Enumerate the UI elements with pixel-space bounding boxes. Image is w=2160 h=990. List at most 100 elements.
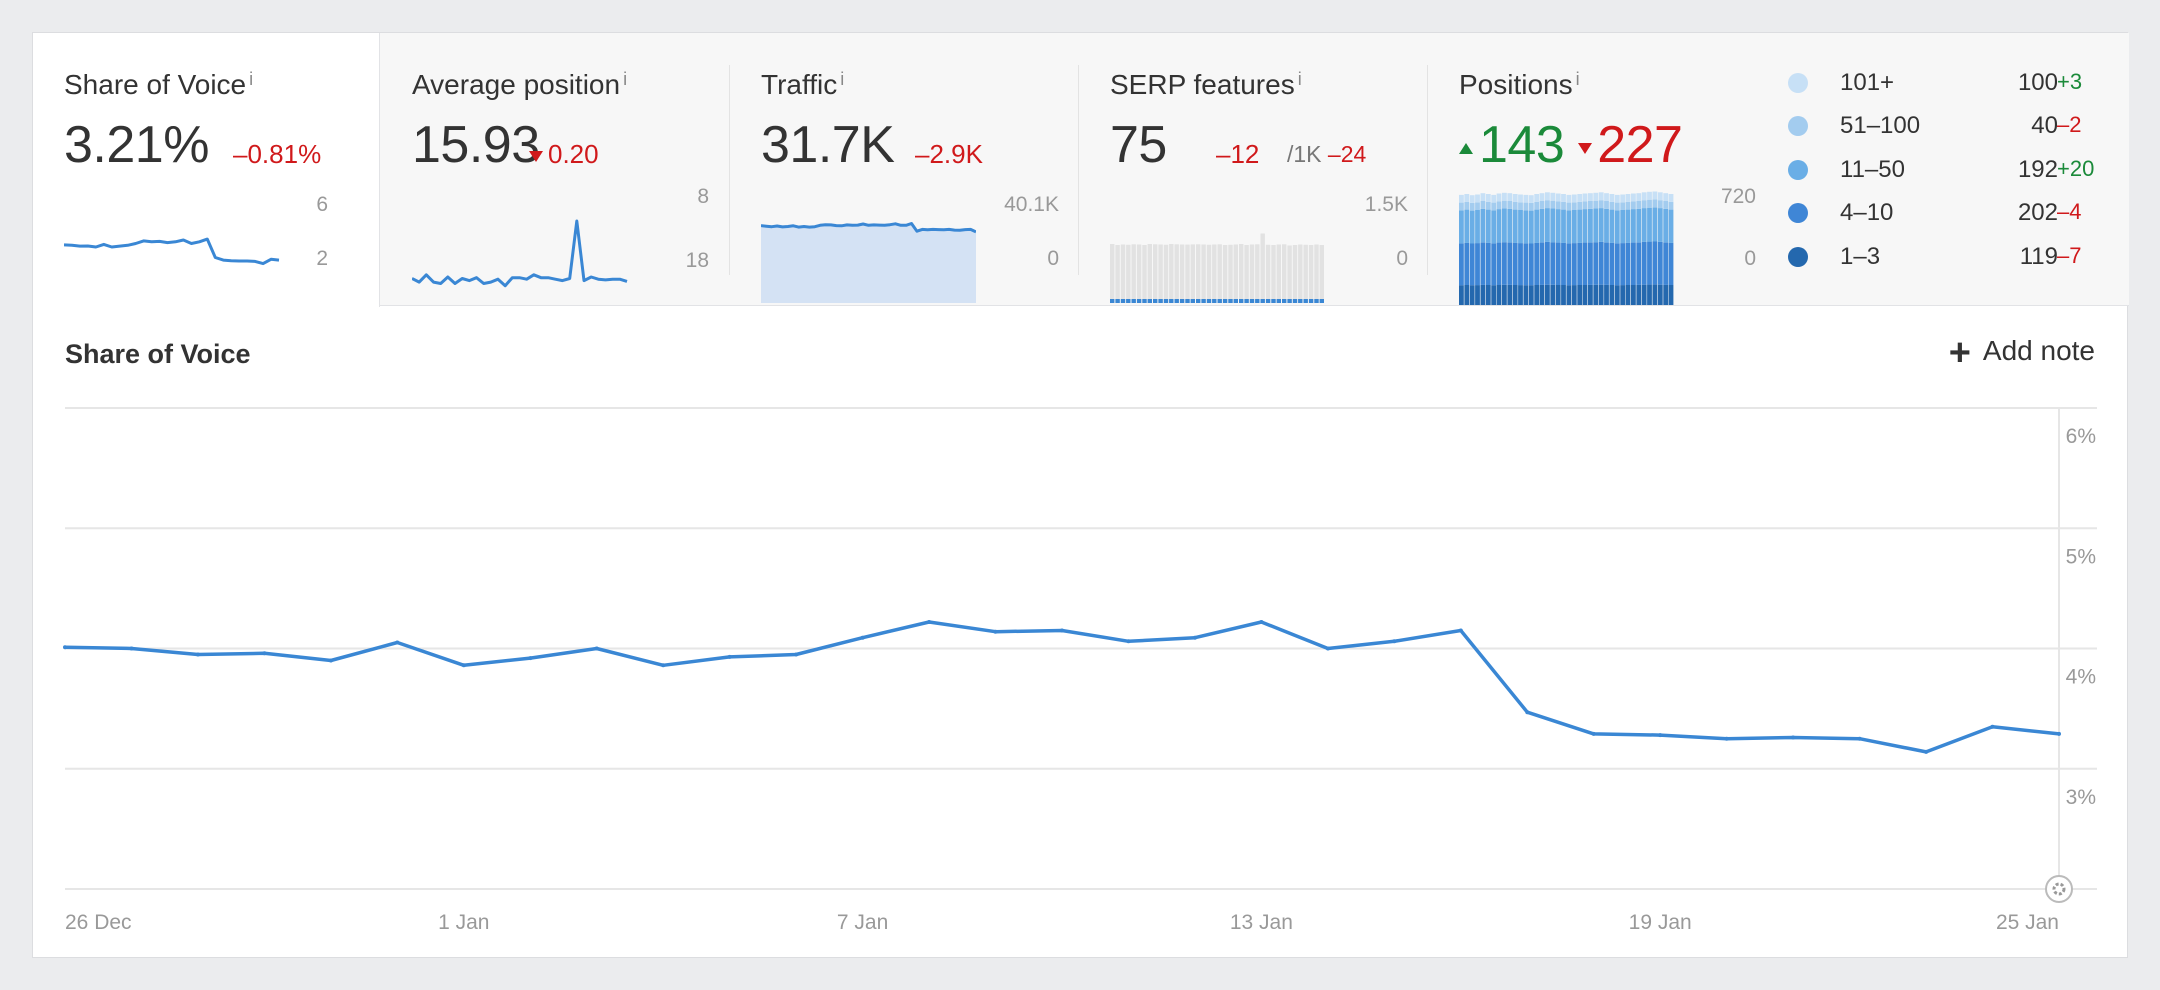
y-tick-label: 5% xyxy=(2066,545,2096,568)
positions-bar-segment xyxy=(1480,284,1486,305)
positions-bar-segment xyxy=(1631,209,1636,243)
positions-bar-segment xyxy=(1636,193,1642,201)
data-point xyxy=(63,645,67,650)
positions-bar-segment xyxy=(1480,201,1486,209)
positions-bar-segment xyxy=(1636,201,1642,209)
positions-bar-segment xyxy=(1469,202,1475,211)
positions-bar-segment xyxy=(1534,285,1540,305)
axis-bottom-label: 2 xyxy=(316,247,328,270)
serp-bar xyxy=(1255,244,1260,303)
positions-bar-segment xyxy=(1588,284,1593,305)
positions-bar-segment xyxy=(1609,242,1615,285)
data-point xyxy=(1392,639,1397,644)
serp-feature-bar xyxy=(1303,299,1308,303)
positions-bar-segment xyxy=(1507,201,1513,209)
metric-value: 3.21% xyxy=(64,116,209,174)
positions-bar-segment xyxy=(1555,193,1561,202)
positions-bar-segment xyxy=(1512,285,1518,305)
positions-bar-segment xyxy=(1502,284,1507,305)
serp-bar xyxy=(1115,245,1120,303)
info-icon[interactable]: i xyxy=(840,69,845,89)
positions-bar-segment xyxy=(1631,242,1636,285)
metric-value: 31.7K xyxy=(761,116,895,174)
positions-bar-segment xyxy=(1641,241,1647,285)
serp-feature-bar xyxy=(1212,299,1217,303)
add-note-button[interactable]: + Add note xyxy=(1949,334,2095,372)
legend-dot xyxy=(1788,73,1808,93)
metric-value: 75 xyxy=(1110,116,1167,174)
legend-delta: +3 xyxy=(2057,69,2083,94)
x-tick-label: 19 Jan xyxy=(1629,911,1692,934)
metric-card-positions[interactable]: Positions i 143 227 720 0 xyxy=(1428,33,1776,306)
positions-bar-segment xyxy=(1582,284,1588,305)
info-icon[interactable]: i xyxy=(249,69,254,89)
serp-feature-bar xyxy=(1190,299,1195,303)
positions-bar-segment xyxy=(1657,208,1663,242)
metric-card-serp-features[interactable]: SERP features i 75 –12 /1K –24 1.5K 0 xyxy=(1079,33,1427,306)
serp-feature-bar xyxy=(1282,299,1287,303)
divider xyxy=(1078,65,1079,275)
metric-title-text: Traffic xyxy=(761,69,838,100)
positions-bar-segment xyxy=(1507,193,1513,201)
info-icon[interactable]: i xyxy=(623,69,628,89)
data-point xyxy=(2057,731,2061,736)
positions-bar-segment xyxy=(1502,200,1507,209)
legend-row-101-plus[interactable]: 101+ 100 xyxy=(1788,67,2088,99)
data-point xyxy=(927,620,932,624)
info-icon[interactable]: i xyxy=(1297,69,1302,89)
data-point xyxy=(1192,635,1197,640)
positions-bar-segment xyxy=(1528,210,1534,244)
positions-bar-segment xyxy=(1550,242,1556,285)
x-tick-label: 1 Jan xyxy=(438,911,489,934)
metric-card-average-position[interactable]: Average position i 15.93 0.20 8 18 xyxy=(381,33,729,306)
positions-bar-segment xyxy=(1491,194,1497,203)
positions-bar-segment xyxy=(1485,201,1491,210)
metric-delta-text: 0.20 xyxy=(548,139,599,169)
serp-bar xyxy=(1136,244,1142,303)
positions-bar-segment xyxy=(1555,209,1561,243)
legend-row-11-50[interactable]: 11–50 192 xyxy=(1788,154,2088,186)
positions-bar-segment xyxy=(1539,284,1545,305)
positions-bar-segment xyxy=(1641,284,1647,305)
legend-row-1-3[interactable]: 1–3 119 xyxy=(1788,241,2088,273)
positions-bar-segment xyxy=(1469,243,1475,286)
positions-bar-segment xyxy=(1561,201,1566,210)
positions-bar-segment xyxy=(1512,194,1518,202)
positions-bar-segment xyxy=(1566,202,1572,211)
positions-bar-segment xyxy=(1652,241,1658,285)
metric-card-traffic[interactable]: Traffic i 31.7K –2.9K 40.1K 0 xyxy=(730,33,1078,306)
gear-icon[interactable] xyxy=(2045,875,2073,903)
positions-bar-segment xyxy=(1614,210,1620,244)
per-1k-label: /1K xyxy=(1287,141,1322,167)
serp-feature-bar xyxy=(1153,299,1158,303)
info-icon[interactable]: i xyxy=(1575,69,1580,89)
serp-feature-bar xyxy=(1185,299,1190,303)
positions-bar-segment xyxy=(1507,208,1513,243)
positions-bar-segment xyxy=(1647,207,1652,242)
legend-label: 51–100 xyxy=(1840,112,1921,139)
positions-bar-segment xyxy=(1657,284,1663,305)
positions-bar-segment xyxy=(1523,243,1529,286)
positions-bar-segment xyxy=(1657,200,1663,209)
positions-bar-segment xyxy=(1588,208,1593,243)
positions-bar-segment xyxy=(1636,284,1642,305)
legend-row-51-100[interactable]: 51–100 40 xyxy=(1788,110,2088,142)
positions-bar-segment xyxy=(1475,202,1480,210)
positions-bar-segment xyxy=(1555,284,1561,305)
legend-count: 100 xyxy=(2017,69,2058,96)
data-point xyxy=(794,652,799,657)
legend-delta: +20 xyxy=(2057,156,2095,181)
metric-delta: –12 xyxy=(1216,139,1260,169)
positions-bar-segment xyxy=(1464,201,1470,210)
serp-bar xyxy=(1153,244,1158,303)
positions-bar-segment xyxy=(1588,242,1593,285)
positions-bar-segment xyxy=(1459,210,1464,244)
positions-bar-segment xyxy=(1668,285,1674,305)
data-point xyxy=(1126,639,1131,644)
serp-bar xyxy=(1292,245,1298,303)
metric-card-share-of-voice[interactable]: Share of Voice i 3.21% –0.81% 6 2 xyxy=(33,33,380,307)
positions-bar-segment xyxy=(1534,242,1540,285)
legend-row-4-10[interactable]: 4–10 202 xyxy=(1788,197,2088,229)
positions-bar-segment xyxy=(1668,242,1674,285)
serp-feature-bar xyxy=(1239,299,1244,303)
